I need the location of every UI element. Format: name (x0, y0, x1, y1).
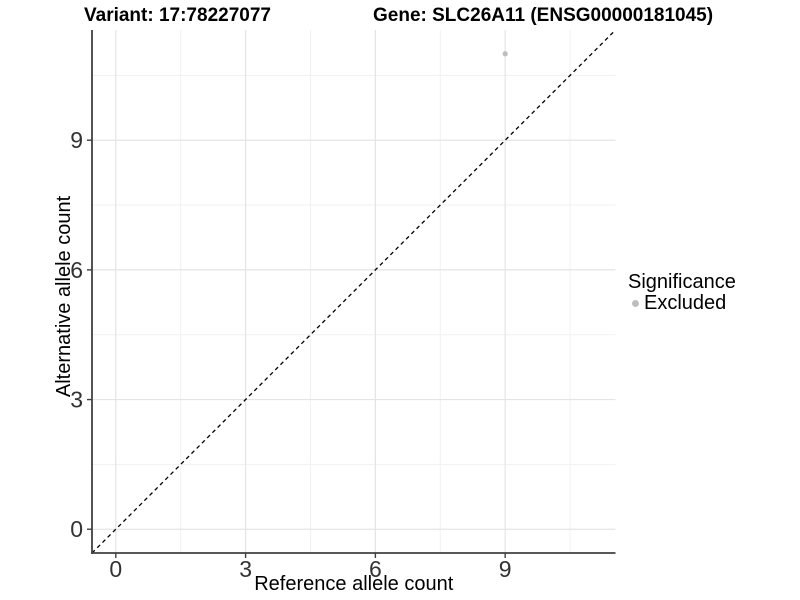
excluded-point-icon (632, 299, 639, 307)
x-tick-label: 3 (239, 556, 252, 582)
legend-entry-excluded: Excluded (628, 293, 736, 313)
x-tick-label: 9 (499, 556, 512, 582)
variant-title: Variant: 17:78227077 (84, 5, 271, 26)
identity-dashed-line (91, 29, 616, 554)
legend-entry-label: Excluded (644, 292, 727, 314)
y-tick-label: 3 (70, 387, 83, 413)
data-point (502, 51, 508, 57)
legend-title: Significance (628, 271, 736, 293)
gene-title: Gene: SLC26A11 (ENSG00000181045) (373, 5, 714, 26)
x-tick-label: 6 (369, 556, 382, 582)
x-tick-label: 0 (109, 556, 122, 582)
y-tick-label: 0 (70, 516, 83, 542)
y-tick-label: 6 (70, 257, 83, 283)
y-tick-label: 9 (70, 127, 83, 153)
y-axis-title: Alternative allele count (53, 195, 75, 397)
x-axis-title: Reference allele count (254, 573, 453, 595)
legend: Significance Excluded (628, 272, 736, 313)
